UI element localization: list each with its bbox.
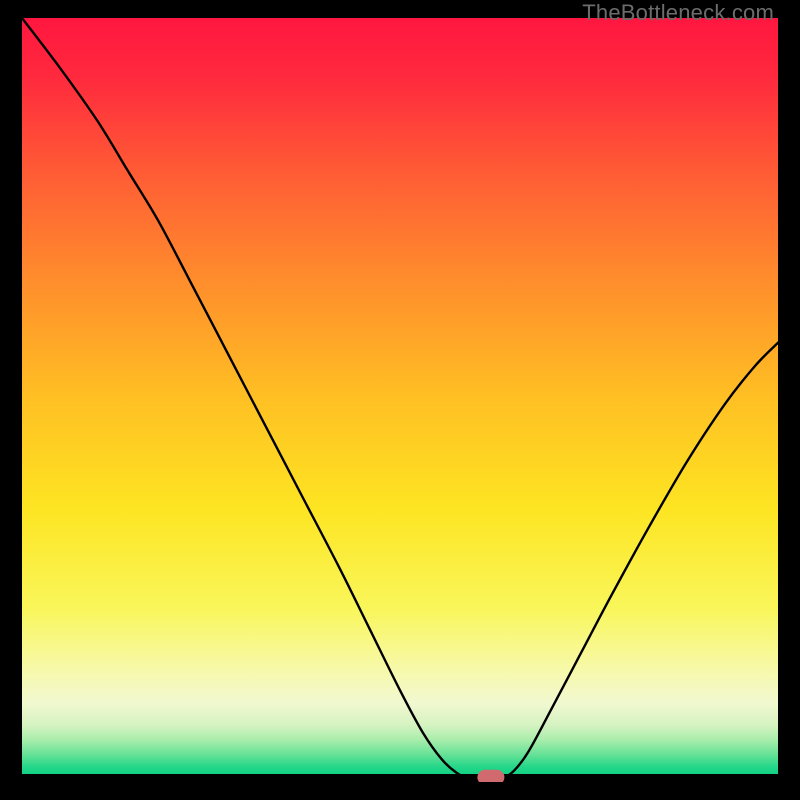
plot-area [22,18,778,782]
optimum-marker [477,770,504,782]
watermark-text: TheBottleneck.com [582,0,774,26]
curve-path [22,18,778,778]
chart-frame: TheBottleneck.com [0,0,800,800]
bottleneck-curve [22,18,778,782]
